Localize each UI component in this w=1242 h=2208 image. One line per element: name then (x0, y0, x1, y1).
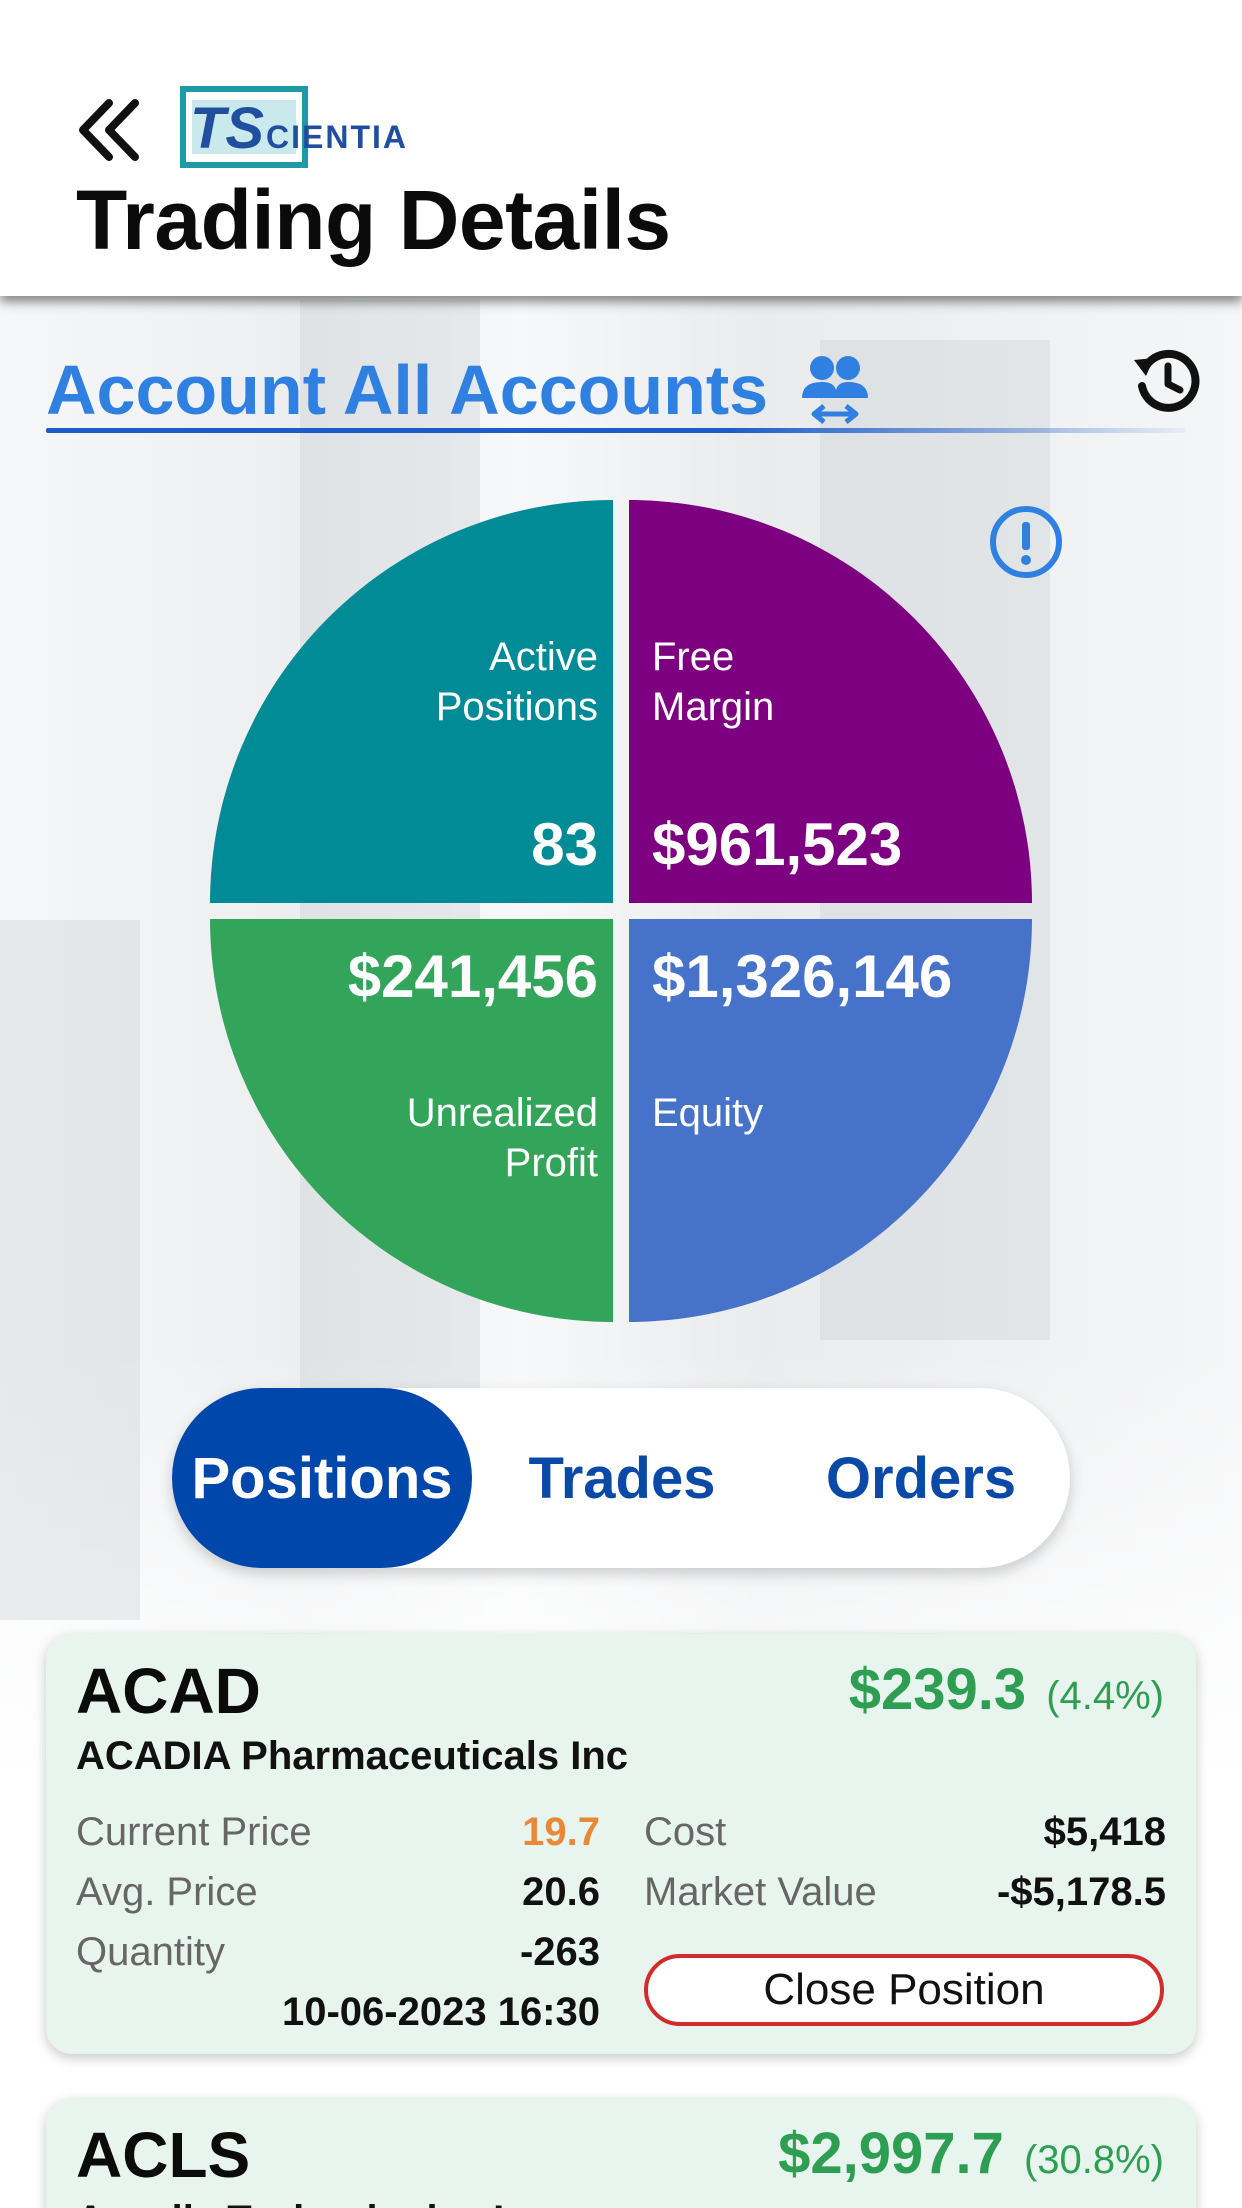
position-ticker: ACLS (76, 2119, 251, 2191)
quantity-label: Quantity (76, 1930, 225, 1974)
market-value-label: Market Value (644, 1870, 877, 1914)
pie-slice-unrealized-profit[interactable] (210, 919, 613, 1322)
position-company: Axcelis Technologies Inc (76, 2198, 551, 2208)
pie-slice-active-positions[interactable] (210, 500, 613, 903)
history-icon[interactable] (1132, 346, 1202, 416)
position-pnl-percent: (30.8%) (1023, 2138, 1164, 2182)
market-value-value: -$5,178.5 (996, 1870, 1166, 1914)
chevron-double-left-icon (79, 99, 139, 161)
back-button[interactable] (70, 92, 146, 168)
position-pnl-value: $2,997.7 (778, 2121, 1004, 2186)
position-pnl: $2,997.7 (30.8%) (778, 2120, 1164, 2187)
account-underline (46, 428, 1186, 433)
account-summary-pie: Active Positions 83 Free Margin $961,523… (208, 498, 1034, 1324)
account-selector: Account All Accounts (46, 346, 1200, 436)
tab-trades[interactable]: Trades (528, 1445, 716, 1511)
free-margin-value: $961,523 (652, 811, 903, 878)
position-pnl: $239.3 (4.4%) (849, 1656, 1164, 1723)
pie-slice-equity[interactable] (629, 919, 1032, 1322)
current-price-label: Current Price (76, 1810, 312, 1854)
position-card[interactable]: ACAD ACADIA Pharmaceuticals Inc $239.3 (… (46, 1634, 1196, 2054)
unrealized-profit-value: $241,456 (347, 943, 598, 1010)
position-card[interactable]: ACLS Axcelis Technologies Inc $2,997.7 (… (46, 2098, 1196, 2208)
close-position-button[interactable]: Close Position (644, 1954, 1164, 2026)
svg-text:CIENTIA: CIENTIA (266, 119, 408, 155)
position-company: ACADIA Pharmaceuticals Inc (76, 1734, 629, 1778)
cost-label: Cost (644, 1810, 727, 1854)
unrealized-profit-label: Unrealized Profit (406, 1091, 598, 1185)
cost-value: $5,418 (1043, 1810, 1166, 1854)
avg-price-label: Avg. Price (76, 1870, 258, 1914)
info-alert-icon[interactable] (988, 504, 1064, 580)
brand-logo: TS CIENTIA (180, 86, 420, 168)
app-header: TS CIENTIA Trading Details (0, 0, 1242, 296)
view-tabs: Positions Trades Orders (172, 1388, 1070, 1568)
position-datetime: 10-06-2023 16:30 (281, 1990, 600, 2034)
equity-label: Equity (652, 1091, 764, 1135)
tab-positions[interactable]: Positions (172, 1388, 472, 1568)
tab-orders[interactable]: Orders (825, 1445, 1017, 1511)
free-margin-label: Free Margin (652, 635, 775, 729)
active-positions-label: Active Positions (435, 635, 598, 729)
position-pnl-value: $239.3 (848, 1657, 1027, 1722)
current-price-value: 19.7 (522, 1810, 600, 1854)
background-building (0, 920, 140, 1620)
page-title: Trading Details (76, 173, 671, 267)
pie-slice-free-margin[interactable] (629, 500, 1032, 903)
equity-value: $1,326,146 (652, 943, 953, 1010)
account-select-link[interactable]: Account All Accounts (46, 351, 769, 429)
svg-text:TS: TS (190, 96, 264, 161)
users-swap-icon[interactable] (800, 352, 870, 428)
avg-price-value: 20.6 (522, 1870, 600, 1914)
active-positions-value: 83 (531, 811, 598, 878)
quantity-value: -263 (519, 1930, 600, 1974)
position-pnl-percent: (4.4%) (1046, 1674, 1164, 1718)
position-ticker: ACAD (76, 1655, 261, 1727)
